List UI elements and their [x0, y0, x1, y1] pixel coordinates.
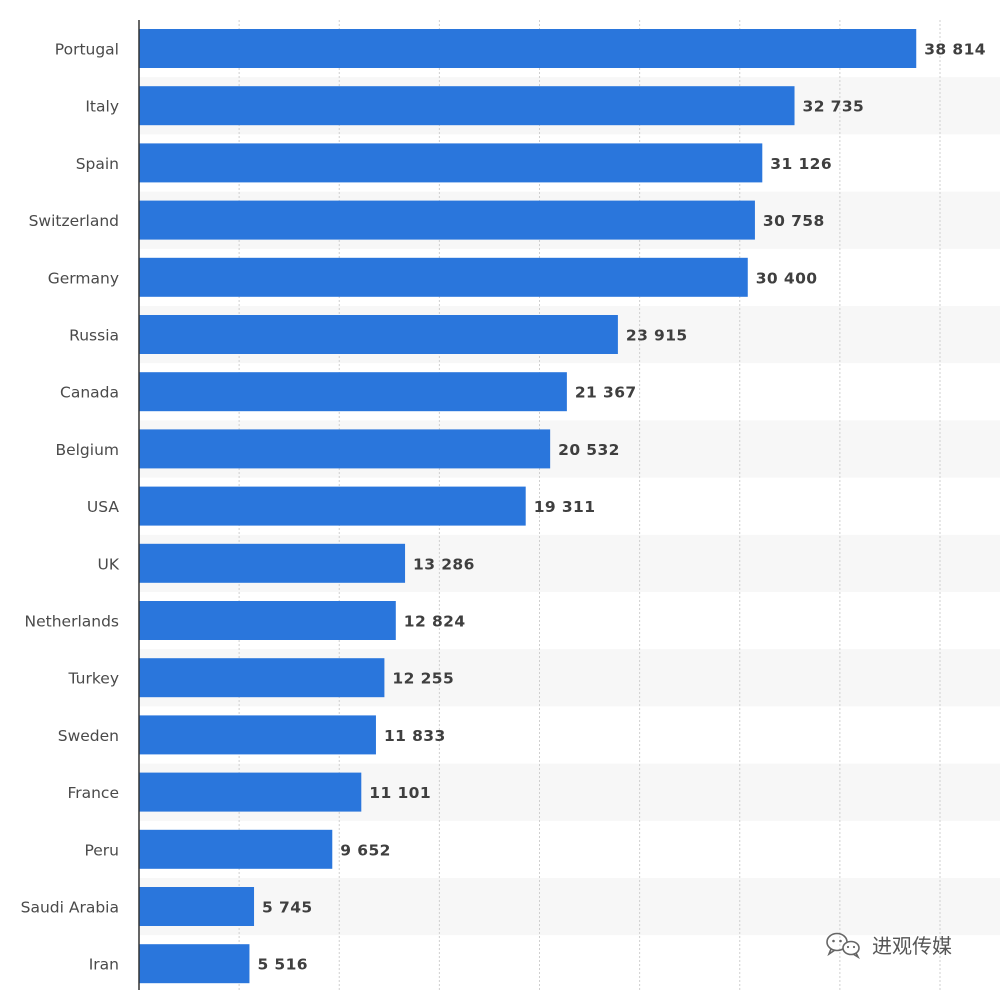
value-label: 13 286: [413, 555, 475, 573]
category-label: Peru: [84, 841, 119, 859]
value-label: 30 758: [763, 212, 825, 230]
category-label: Germany: [48, 269, 119, 287]
value-label: 12 255: [392, 670, 454, 688]
value-label: 11 833: [384, 727, 446, 745]
bar: [139, 315, 618, 354]
category-label: Iran: [89, 956, 119, 974]
value-label: 23 915: [626, 327, 688, 345]
value-label: 20 532: [558, 441, 620, 459]
category-label: Belgium: [55, 441, 119, 459]
bar: [139, 86, 795, 126]
bar: [139, 29, 917, 68]
value-label: 11 101: [369, 784, 431, 802]
category-label: Saudi Arabia: [21, 899, 119, 917]
value-label: 5 745: [262, 899, 313, 917]
wechat-icon: [826, 932, 860, 960]
category-label: Canada: [60, 384, 119, 402]
category-label: Italy: [85, 98, 119, 116]
bar: [139, 543, 406, 583]
bar: [139, 372, 567, 412]
bar: [139, 887, 255, 926]
value-label: 31 126: [770, 155, 832, 173]
bar: [139, 829, 333, 869]
category-label: Turkey: [68, 670, 119, 688]
value-label: 9 652: [340, 841, 391, 859]
category-label: France: [67, 784, 119, 802]
bar: [139, 772, 362, 812]
bar: [139, 715, 376, 755]
bar: [139, 944, 250, 984]
watermark: 进观传媒: [826, 932, 952, 960]
category-labels: Portugal Italy Spain Switzerland Germany Russ…: [21, 41, 120, 974]
bar: [139, 601, 396, 640]
row-band: [139, 878, 1000, 936]
bar: [139, 257, 748, 297]
bar: [139, 486, 526, 526]
value-label: 19 311: [534, 498, 596, 516]
watermark-text: 进观传媒: [872, 934, 952, 958]
category-label: Spain: [76, 155, 119, 173]
bar: [139, 429, 551, 469]
value-label: 21 367: [575, 384, 637, 402]
value-label: 38 814: [924, 41, 986, 59]
category-label: USA: [87, 498, 119, 516]
value-label: 30 400: [756, 269, 818, 287]
category-label: Sweden: [58, 727, 119, 745]
category-label: UK: [97, 555, 119, 573]
bars: [139, 29, 917, 984]
category-label: Switzerland: [29, 212, 119, 230]
value-label: 12 824: [404, 613, 466, 631]
bar: [139, 200, 755, 240]
category-label: Netherlands: [25, 613, 119, 631]
bar: [139, 658, 385, 698]
category-label: Russia: [69, 327, 119, 345]
value-label: 5 516: [257, 956, 308, 974]
value-label: 32 735: [803, 98, 865, 116]
bar: [139, 143, 763, 183]
category-label: Portugal: [55, 41, 119, 59]
value-labels: 38 814 32 735 31 126 30 758 30 400 23 915 21 3…: [257, 41, 986, 974]
